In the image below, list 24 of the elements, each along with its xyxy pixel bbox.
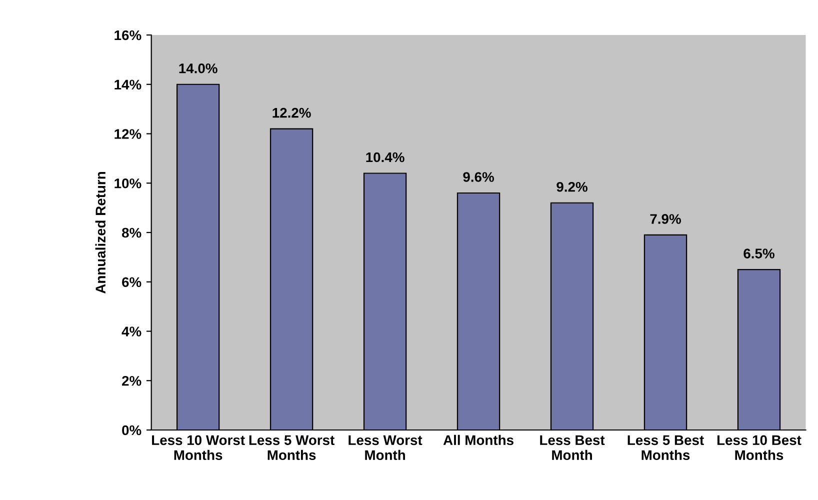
y-tick-label: 4% [122,326,142,336]
y-tick-label: 6% [122,277,142,288]
x-tick-label: Less Worst Month [348,435,422,460]
data-label: 10.4% [366,152,404,162]
y-tick-label: 12% [114,129,142,139]
x-tick-label: Less 5 Best Months [628,435,704,460]
y-tick-label: 10% [114,178,142,188]
data-label: 9.2% [556,182,588,192]
y-tick-label: 14% [114,80,142,90]
data-label: 7.9% [650,214,681,224]
y-tick-label: 0% [122,425,142,436]
x-tick-label: Less 10 Worst Months [152,435,245,460]
x-tick-label: Less Best Month [540,435,605,460]
y-tick-label: 16% [114,30,142,40]
data-label: 6.5% [744,248,774,258]
y-tick-label: 2% [122,376,142,386]
y-axis-title: Annualized Return [95,172,106,294]
data-label: 14.0% [179,63,218,74]
data-label: 9.6% [463,172,494,182]
x-tick-label: All Months [443,434,514,446]
data-label: 12.2% [272,108,311,118]
y-tick-label: 8% [122,228,142,238]
x-tick-label: Less 5 Worst Months [249,435,334,460]
x-tick-label: Less 10 Best Months [717,435,802,460]
